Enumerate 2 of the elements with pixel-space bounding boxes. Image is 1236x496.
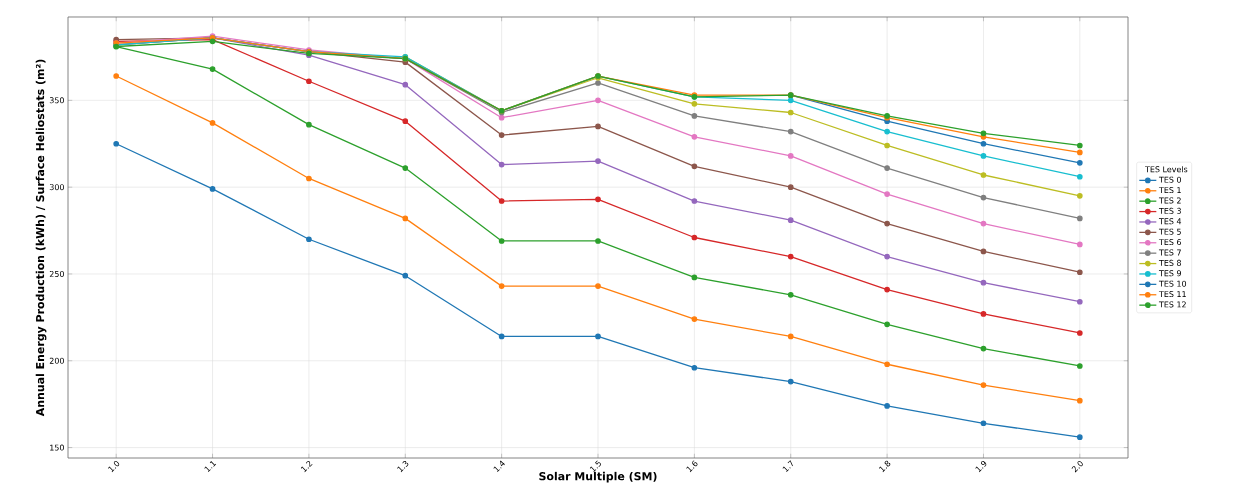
y-axis-title: Annual Energy Production (kWh) / Surface Heliostats (m²) [35, 59, 47, 417]
x-axis-title: Solar Multiple (SM) [539, 471, 657, 483]
